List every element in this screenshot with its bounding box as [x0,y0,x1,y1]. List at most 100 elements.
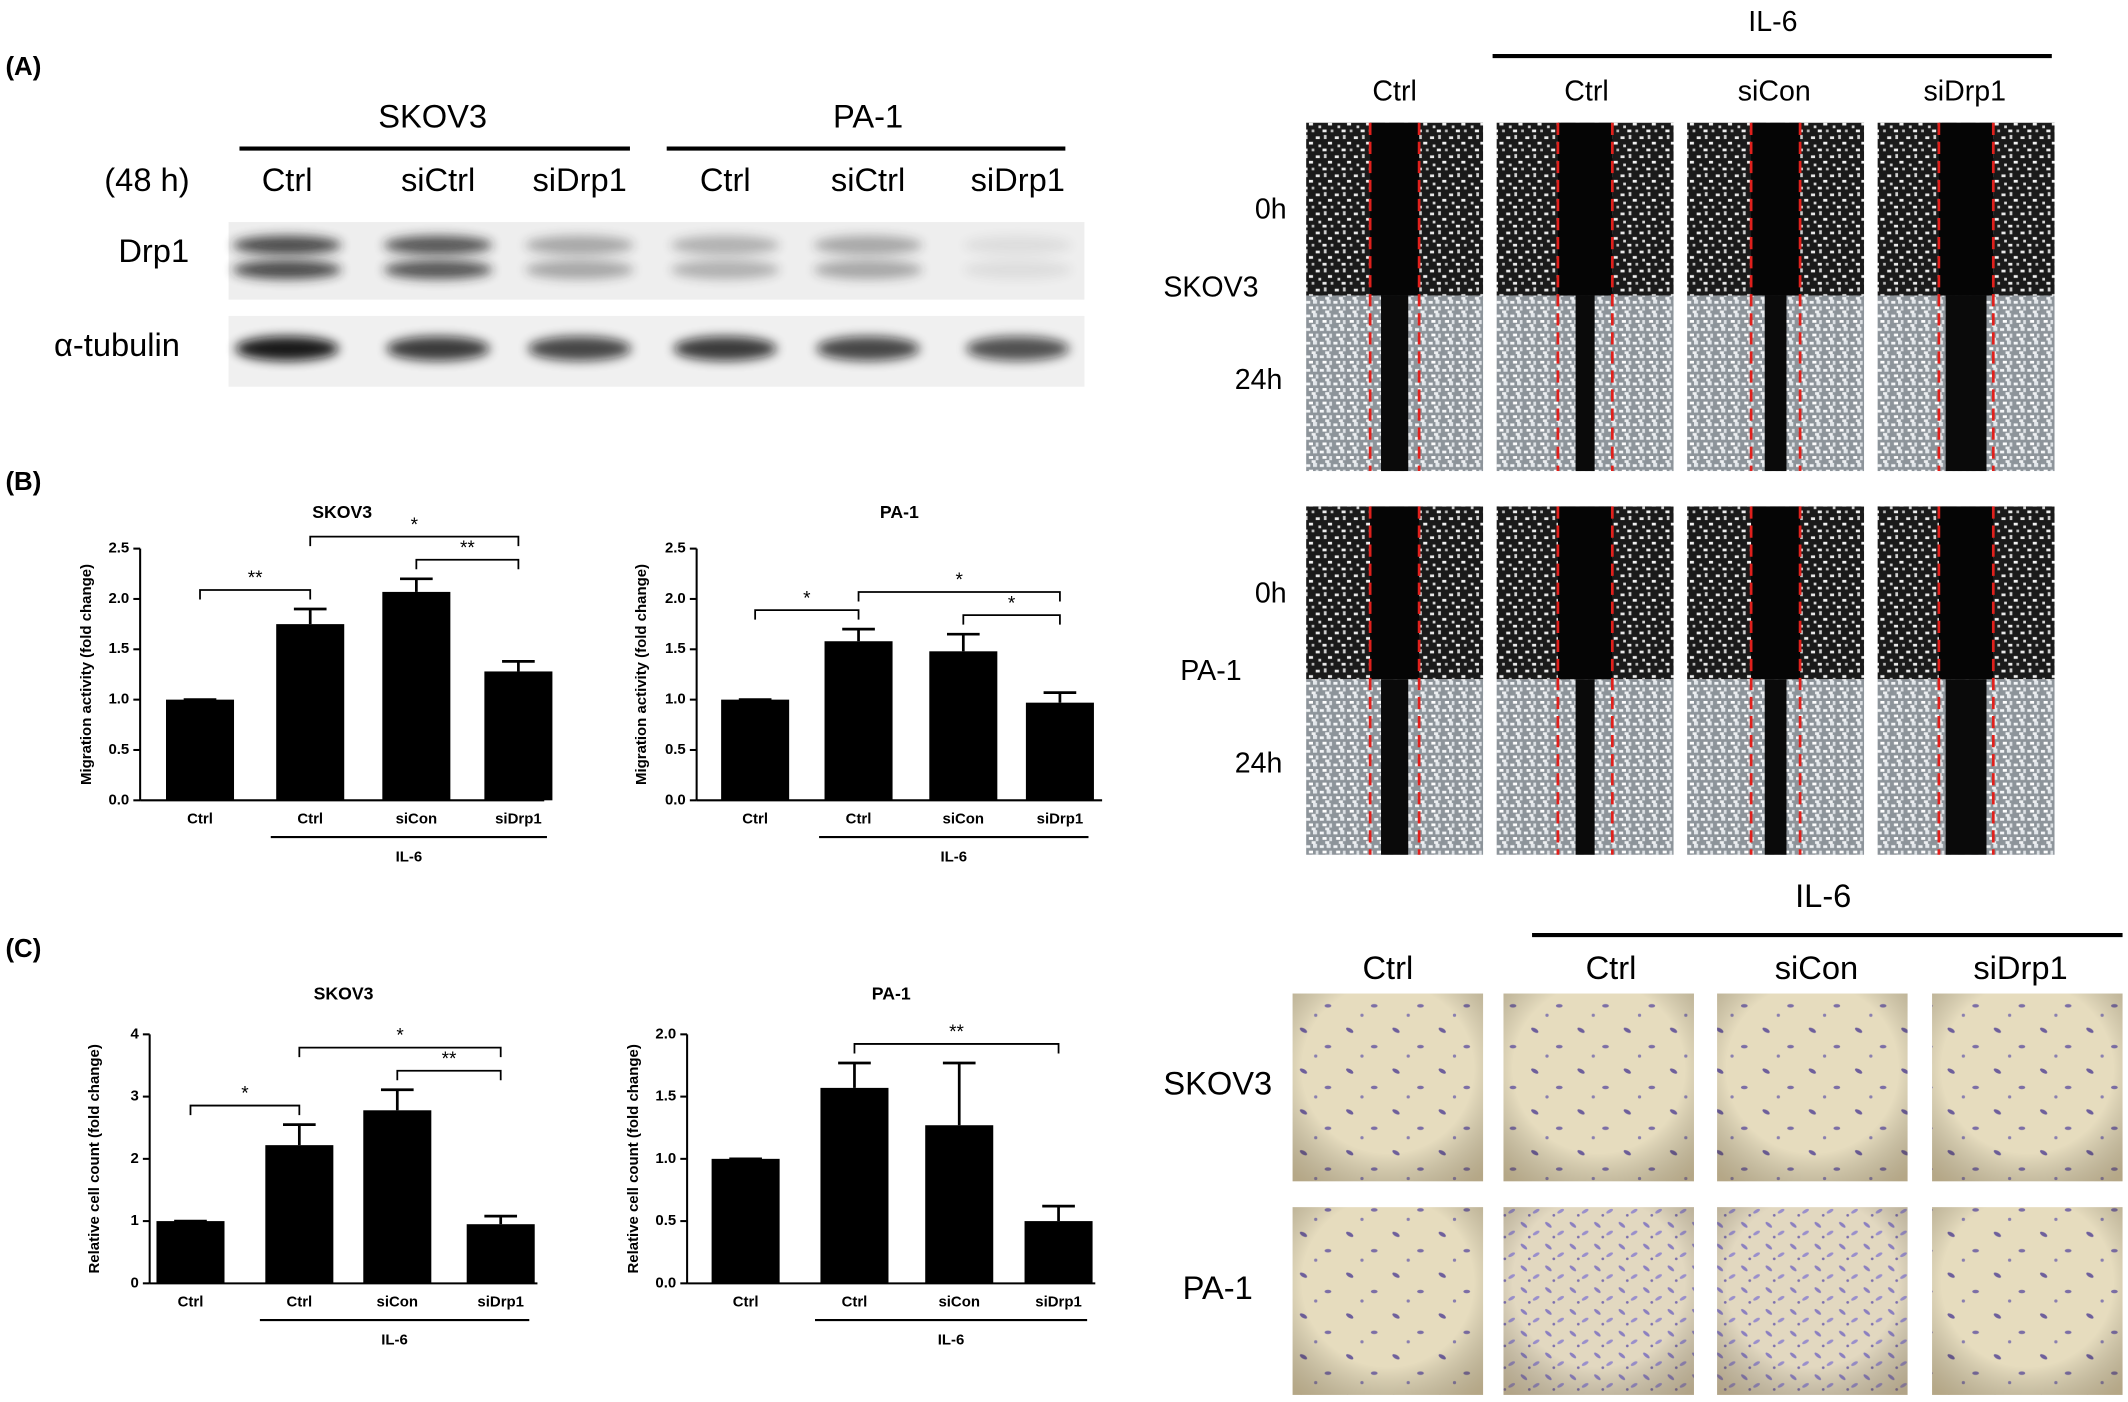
bar [382,591,451,801]
blot [228,315,1085,387]
lane-label: siCtrl [831,161,905,198]
bar [276,624,345,801]
y-tick-label: 0.0 [108,791,129,808]
x-tick-label: siCon [377,1293,419,1310]
column-label: siCon [1738,75,1811,107]
y-tick-label: 2.5 [108,540,129,557]
cell-line-label: SKOV3 [378,97,487,134]
y-tick-label: 1.5 [108,640,129,657]
time-label: 24h [1235,364,1283,396]
transwell-vignette [1717,1207,1908,1395]
group-label: IL-6 [381,1331,408,1348]
y-tick-label: 2.0 [108,590,129,607]
column-label: Ctrl [1372,75,1416,107]
bar [484,671,553,801]
y-tick-label: 0.5 [655,1212,676,1229]
time-label: 24h [1235,747,1283,779]
column-label: siCon [1775,949,1858,986]
significance-bracket [754,609,860,620]
bar [925,1125,994,1284]
x-tick-label: Ctrl [178,1293,204,1310]
bar [824,641,893,801]
lane-label: Ctrl [262,161,313,198]
group-label: IL-6 [938,1331,965,1348]
significance-bracket [189,1104,301,1116]
row-label: SKOV3 [1163,1065,1272,1102]
blot-band [232,235,342,255]
column-label: siDrp1 [1923,75,2006,107]
x-tick-label: Ctrl [286,1293,312,1310]
blot-band [813,260,923,280]
significance-label: ** [460,538,475,559]
x-tick-label: siDrp1 [495,810,542,827]
transwell-vignette [1503,1207,1694,1395]
panel-label: (B) [5,468,41,496]
blot-band [673,336,777,361]
wound-gap [1575,679,1595,855]
y-tick-label: 1.0 [108,691,129,708]
bar [820,1087,889,1284]
x-tick-label: siDrp1 [477,1293,524,1310]
significance-label: ** [248,568,263,589]
wound-gap [1751,122,1801,296]
bar [1025,702,1094,801]
blot-band [963,235,1073,255]
significance-label: * [956,570,964,591]
panel-label: (C) [5,935,41,963]
wound-gap [1381,295,1409,472]
x-tick-label: Ctrl [846,810,872,827]
blot-band [813,235,923,255]
y-tick-label: 2.5 [665,540,686,557]
blot-band [386,336,490,361]
y-tick-label: 1 [130,1212,138,1229]
transwell-vignette [1292,1207,1484,1395]
column-label: Ctrl [1362,949,1413,986]
significance-label: * [1008,593,1016,614]
significance-label: * [803,588,811,609]
panel-label: (A) [5,53,41,81]
x-tick-label: Ctrl [742,810,768,827]
time-label: 0h [1255,194,1287,226]
blot-band [383,260,493,280]
blot-band [525,235,635,255]
lane-label: siDrp1 [971,161,1065,198]
column-label: Ctrl [1586,949,1637,986]
y-tick-label: 0.0 [655,1274,676,1291]
bar [156,1221,225,1284]
cell-line-label: PA-1 [833,97,903,134]
y-axis-label: Migration activity (fold change) [633,564,650,785]
x-tick-label: siCon [396,810,438,827]
y-tick-label: 2 [130,1150,138,1167]
transwell-vignette [1717,993,1908,1182]
transwell-vignette [1292,993,1484,1182]
wound-gap [1938,506,1994,680]
x-tick-label: siCon [943,810,985,827]
transwell-vignette [1932,993,2123,1182]
y-tick-label: 0 [130,1274,138,1291]
group-label: IL-6 [396,848,423,865]
blot-band [232,260,342,280]
significance-label: * [241,1084,249,1105]
significance-bracket [309,535,520,547]
column-label: Ctrl [1564,75,1608,107]
lane-label: Ctrl [700,161,751,198]
group-label: IL-6 [940,848,967,865]
y-tick-label: 0.5 [665,741,686,758]
chart-title: PA-1 [880,502,919,522]
blot-band [525,260,635,280]
row-label: PA-1 [1180,655,1241,687]
significance-bracket [853,1043,1060,1054]
blot-band [963,260,1073,280]
significance-label: * [411,515,419,536]
y-tick-label: 0.0 [665,791,686,808]
row-label: PA-1 [1183,1269,1253,1306]
blot [228,222,1085,300]
significance-bracket [962,614,1061,625]
x-tick-label: siDrp1 [1035,1293,1082,1310]
bar [165,699,235,801]
column-label: siDrp1 [1973,949,2067,986]
chart-title: SKOV3 [314,984,374,1004]
wound-gap [1557,506,1613,680]
y-tick-label: 1.5 [655,1088,676,1105]
